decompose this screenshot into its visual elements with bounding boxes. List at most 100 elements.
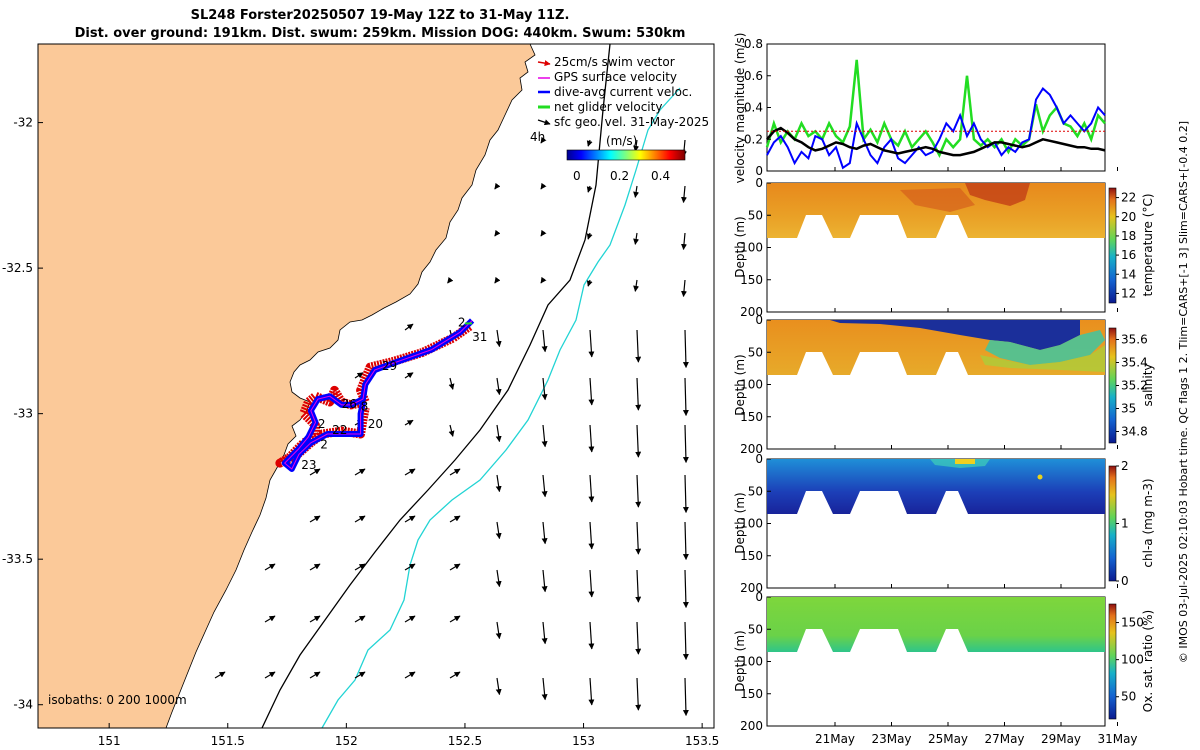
velocity-vector bbox=[495, 677, 502, 696]
velocity-vector bbox=[309, 615, 321, 623]
velocity-line-dive-avg-current-veloc- bbox=[766, 86, 1106, 170]
velocity-vector bbox=[680, 279, 687, 298]
velocity-ytick-label: 0.8 bbox=[744, 37, 763, 51]
velocity-vector bbox=[354, 671, 366, 679]
oxygen-colorbar bbox=[1108, 603, 1117, 720]
velocity-vector bbox=[264, 563, 276, 571]
day-label: 26 bbox=[342, 397, 357, 411]
colorbar-units: (m/s) bbox=[606, 134, 637, 148]
velocity-ytick-label: 0.4 bbox=[744, 101, 763, 115]
velocity-vector bbox=[635, 521, 642, 555]
temperature-panel bbox=[766, 182, 1106, 313]
depth-tick-label: 100 bbox=[740, 655, 763, 669]
velocity-vector bbox=[680, 232, 687, 251]
velocity-vector bbox=[354, 468, 366, 476]
velocity-vector bbox=[495, 329, 502, 348]
map-legend: 25cm/s swim vector GPS surface velocity … bbox=[530, 55, 709, 183]
oxygen-ylabel: Depth (m) bbox=[733, 630, 747, 691]
velocity-vector bbox=[682, 521, 689, 561]
velocity-vector bbox=[633, 185, 640, 198]
map-xtick-label: 152.5 bbox=[448, 734, 482, 748]
chla-colorbar bbox=[1108, 465, 1117, 582]
map-xtick-label: 151 bbox=[98, 734, 121, 748]
map-ytick-label: -33.5 bbox=[2, 552, 33, 566]
figure-subtitle: Dist. over ground: 191km. Dist. swum: 25… bbox=[74, 26, 686, 41]
velocity-vector bbox=[449, 615, 461, 623]
map-ytick-label: -32 bbox=[13, 116, 33, 130]
velocity-vector bbox=[682, 677, 689, 717]
velocity-line-net-glider-velocity bbox=[765, 59, 1106, 158]
day-label: 2 bbox=[318, 417, 326, 431]
velocity-vector bbox=[495, 621, 502, 640]
chla-ylabel: Depth (m) bbox=[733, 492, 747, 553]
day-label: 23 bbox=[301, 458, 316, 472]
velocity-vector bbox=[588, 424, 595, 453]
speed-colorbar bbox=[566, 149, 686, 161]
velocity-vector bbox=[541, 329, 548, 353]
velocity-vector bbox=[635, 424, 642, 458]
velocity-vector bbox=[588, 329, 595, 358]
velocity-vector bbox=[404, 372, 414, 379]
velocity-vector bbox=[682, 474, 689, 514]
depth-tick-label: 50 bbox=[748, 208, 763, 222]
velocity-vector bbox=[354, 372, 364, 379]
velocity-vector bbox=[309, 515, 321, 523]
map-xtick-label: 152 bbox=[335, 734, 358, 748]
depth-tick-label: 0 bbox=[755, 313, 763, 327]
figure-title: SL248 Forster20250507 19-May 12Z to 31-M… bbox=[190, 8, 570, 23]
isobath-200 bbox=[261, 44, 611, 728]
salinity-transition bbox=[985, 330, 1105, 365]
velocity-ticks: 0 0.2 0.4 0.6 0.8 bbox=[744, 37, 771, 178]
velocity-vector bbox=[448, 424, 455, 437]
colorbar-tick-label: 14 bbox=[1121, 267, 1136, 281]
velocity-vector bbox=[633, 232, 640, 245]
ref-arrow-label: 4h bbox=[530, 130, 545, 144]
day-label: 2 bbox=[458, 315, 466, 329]
velocity-vector bbox=[540, 182, 547, 190]
velocity-panel: 0 0.2 0.4 0.6 0.8 velocity magnitude (m/s) bbox=[733, 33, 1106, 183]
velocity-vector bbox=[541, 677, 548, 701]
chla-surface-max bbox=[955, 459, 975, 464]
day-label: 20 bbox=[368, 417, 383, 431]
temperature-colorbar bbox=[1108, 187, 1117, 304]
velocity-vector bbox=[309, 563, 321, 571]
time-tick-label: 29May bbox=[1041, 732, 1081, 746]
legend-sfc-label: sfc geo. vel. 31-May-2025 bbox=[554, 115, 709, 129]
colorbar-tick-label: 35.4 bbox=[1121, 356, 1148, 370]
velocity-vector bbox=[682, 377, 689, 417]
velocity-vector bbox=[214, 671, 226, 679]
salinity-clabel: salinity bbox=[1141, 363, 1155, 406]
velocity-vector bbox=[682, 621, 689, 661]
colorbar-tick-label: 16 bbox=[1121, 248, 1136, 262]
surface-velocity-field bbox=[214, 136, 689, 717]
depth-tick-label: 100 bbox=[740, 378, 763, 392]
legend-sfc-marker bbox=[537, 119, 551, 126]
velocity-vector bbox=[494, 182, 501, 190]
velocity-vector bbox=[404, 563, 416, 571]
temperature-ylabel: Depth (m) bbox=[733, 216, 747, 277]
depth-tick-label: 50 bbox=[748, 622, 763, 636]
time-tick-label: 25May bbox=[928, 732, 968, 746]
map-axis-ticks: 151 151.5 152 152.5 153 153.5 -32 -32.5 -33 -33.5… bbox=[2, 116, 719, 748]
velocity-vector bbox=[404, 323, 414, 331]
colorbar-tick-label: 20 bbox=[1121, 210, 1136, 224]
map-xtick-label: 151.5 bbox=[211, 734, 245, 748]
legend-gps-label: GPS surface velocity bbox=[554, 70, 677, 84]
map-xtick-label: 153 bbox=[572, 734, 595, 748]
velocity-vector bbox=[540, 276, 547, 284]
velocity-vector bbox=[449, 671, 461, 679]
temperature-clabel: temperature (°C) bbox=[1141, 194, 1155, 297]
velocity-vector bbox=[588, 621, 595, 650]
chla-clabel: chl-a (mg m-3) bbox=[1141, 478, 1155, 567]
velocity-vector bbox=[540, 229, 547, 237]
velocity-vector bbox=[449, 563, 461, 571]
legend-swim-marker bbox=[537, 60, 551, 67]
velocity-vector bbox=[404, 419, 414, 426]
velocity-vector bbox=[635, 621, 642, 655]
day-label: 2 bbox=[320, 438, 328, 452]
velocity-vector bbox=[264, 615, 276, 623]
depth-tick-label: 150 bbox=[740, 273, 763, 287]
velocity-vector bbox=[541, 521, 548, 545]
velocity-vector bbox=[586, 232, 593, 240]
